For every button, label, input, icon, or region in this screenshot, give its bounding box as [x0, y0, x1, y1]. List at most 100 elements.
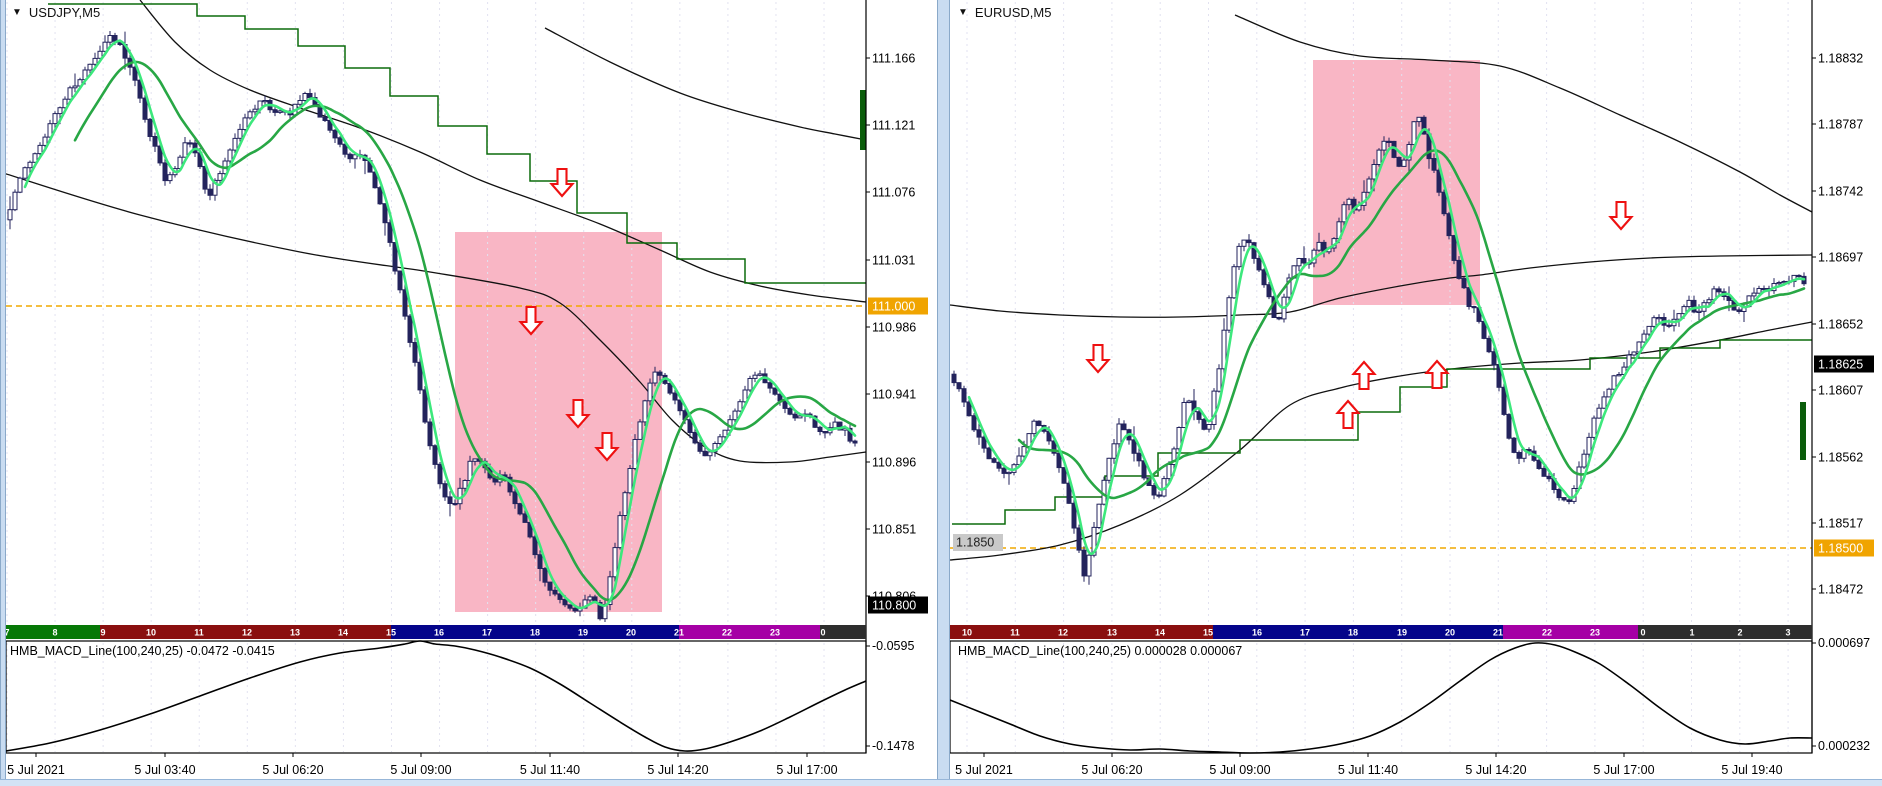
- price-level-badge: [1814, 539, 1874, 557]
- session-hour-label: 20: [626, 628, 636, 638]
- highlight-zone-box: [455, 232, 662, 612]
- price-axis-label: 1.18652: [1818, 318, 1863, 332]
- sell-signal-arrow-icon: [1608, 200, 1634, 231]
- current-price-badge: [1814, 355, 1874, 373]
- symbol-title-eurusd[interactable]: ▼ EURUSD,M5: [958, 5, 1051, 20]
- session-hour-label: 15: [386, 628, 396, 638]
- session-hour-label: 13: [290, 628, 300, 638]
- session-bar-segment: [1503, 625, 1638, 639]
- sell-signal-arrow-icon: [565, 398, 591, 429]
- price-axis-label: 111.076: [872, 186, 915, 200]
- session-bar-segment: [820, 625, 866, 639]
- time-axis-label: 5 Jul 09:00: [390, 763, 451, 777]
- macd-indicator-label-usdjpy: HMB_MACD_Line(100,240,25) -0.0472 -0.041…: [10, 644, 275, 658]
- macd-axis-label: -0.1478: [872, 739, 914, 753]
- session-hour-label: 12: [1058, 628, 1068, 638]
- price-axis-label: 111.121: [872, 119, 915, 133]
- symbol-title-usdjpy[interactable]: ▼ USDJPY,M5: [12, 5, 100, 20]
- hline-name-tag: [953, 534, 1003, 551]
- session-hour-label: 14: [1155, 628, 1165, 638]
- ma-fast-line: [967, 128, 1806, 556]
- price-axis-label: 110.941: [872, 388, 916, 402]
- indicator-line-black: [1234, 14, 1813, 213]
- time-axis-label: 5 Jul 11:40: [520, 763, 580, 777]
- macd-line: [0, 640, 867, 753]
- price-level-badge: [868, 297, 928, 315]
- session-bar-segment: [391, 625, 679, 639]
- symbol-label: EURUSD,M5: [974, 5, 1052, 20]
- scale-marker-bar: [1800, 402, 1806, 460]
- session-bar-segment: [950, 625, 1213, 639]
- session-hour-label: 19: [1397, 628, 1407, 638]
- session-hour-label: 10: [962, 628, 972, 638]
- session-hour-label: 3: [1785, 628, 1790, 638]
- session-hour-label: 7: [4, 628, 9, 638]
- session-hour-label: 18: [530, 628, 540, 638]
- step-trend-line: [48, 3, 866, 284]
- session-hour-label: 1: [1689, 628, 1694, 638]
- session-bar-segment: [1213, 625, 1503, 639]
- time-axis-label: 5 Jul 06:20: [1081, 763, 1142, 777]
- macd-panel-border: [949, 640, 1813, 754]
- time-axis-label: 5 Jul 19:40: [1721, 763, 1782, 777]
- session-bar-segment: [679, 625, 820, 639]
- sell-signal-arrow-icon: [549, 167, 575, 198]
- session-hour-label: 18: [1348, 628, 1358, 638]
- macd-axis-label: 0.000232: [1818, 739, 1870, 753]
- step-trend-line: [952, 339, 1812, 525]
- panel-separator[interactable]: [937, 0, 950, 786]
- session-hour-label: 19: [578, 628, 588, 638]
- macd-panel-border: [5, 640, 867, 754]
- price-axis-label: 111.031: [872, 254, 915, 268]
- ma-slow-line: [73, 60, 857, 602]
- session-hour-label: 11: [194, 628, 204, 638]
- macd-axis-label: 0.000697: [1818, 636, 1870, 650]
- ma-slow-line: [1017, 149, 1806, 500]
- session-bar-segment: [100, 625, 391, 639]
- macd-line: [949, 642, 1813, 754]
- current-price-badge: [868, 596, 928, 614]
- session-hour-label: 10: [146, 628, 156, 638]
- price-axis-label: 1.18517: [1818, 517, 1863, 531]
- time-axis-label: 5 Jul 09:00: [1209, 763, 1270, 777]
- macd-axis-label: -0.0595: [872, 639, 914, 653]
- indicator-line-black: [949, 321, 1813, 561]
- session-hour-label: 23: [1590, 628, 1600, 638]
- current-price-badge-text: 110.800: [872, 599, 916, 613]
- time-axis-label: 5 Jul 17:00: [776, 763, 837, 777]
- time-axis-label: 5 Jul 06:20: [262, 763, 323, 777]
- session-hour-label: 15: [1203, 628, 1213, 638]
- session-hour-label: 21: [674, 628, 684, 638]
- session-hour-label: 22: [1542, 628, 1552, 638]
- price-axis-label: 110.986: [872, 321, 916, 335]
- indicator-line-black: [544, 27, 867, 141]
- indicator-line-black: [139, 0, 867, 303]
- hline-name-tag-text: 1.1850: [956, 536, 994, 550]
- price-axis-label: 1.18832: [1818, 52, 1863, 66]
- buy-signal-arrow-icon: [1424, 359, 1450, 390]
- candles[interactable]: [7, 31, 858, 622]
- session-hour-label: 22: [722, 628, 732, 638]
- chart-dropdown-icon[interactable]: ▼: [12, 7, 22, 18]
- time-axis-label: 5 Jul 2021: [7, 763, 65, 777]
- session-hour-label: 21: [1493, 628, 1503, 638]
- time-axis-label: 5 Jul 17:00: [1593, 763, 1654, 777]
- symbol-label: USDJPY,M5: [28, 5, 101, 20]
- price-axis-label: 1.18697: [1818, 251, 1863, 265]
- session-hour-label: 8: [52, 628, 57, 638]
- candles[interactable]: [951, 115, 1807, 585]
- session-hour-label: 9: [100, 628, 105, 638]
- price-axis-label: 111.166: [872, 52, 915, 66]
- session-hour-label: 23: [770, 628, 780, 638]
- indicator-line-black: [0, 171, 867, 464]
- price-level-badge-text: 111.000: [872, 300, 915, 314]
- chart-dropdown-icon[interactable]: ▼: [958, 7, 968, 18]
- session-hour-label: 0: [1640, 628, 1645, 638]
- price-axis-label: 1.18787: [1818, 118, 1863, 132]
- sell-signal-arrow-icon: [518, 305, 544, 336]
- macd-indicator-label-eurusd: HMB_MACD_Line(100,240,25) 0.000028 0.000…: [958, 644, 1243, 658]
- price-axis-label: 110.896: [872, 456, 916, 470]
- price-axis-label: 1.18607: [1818, 384, 1863, 398]
